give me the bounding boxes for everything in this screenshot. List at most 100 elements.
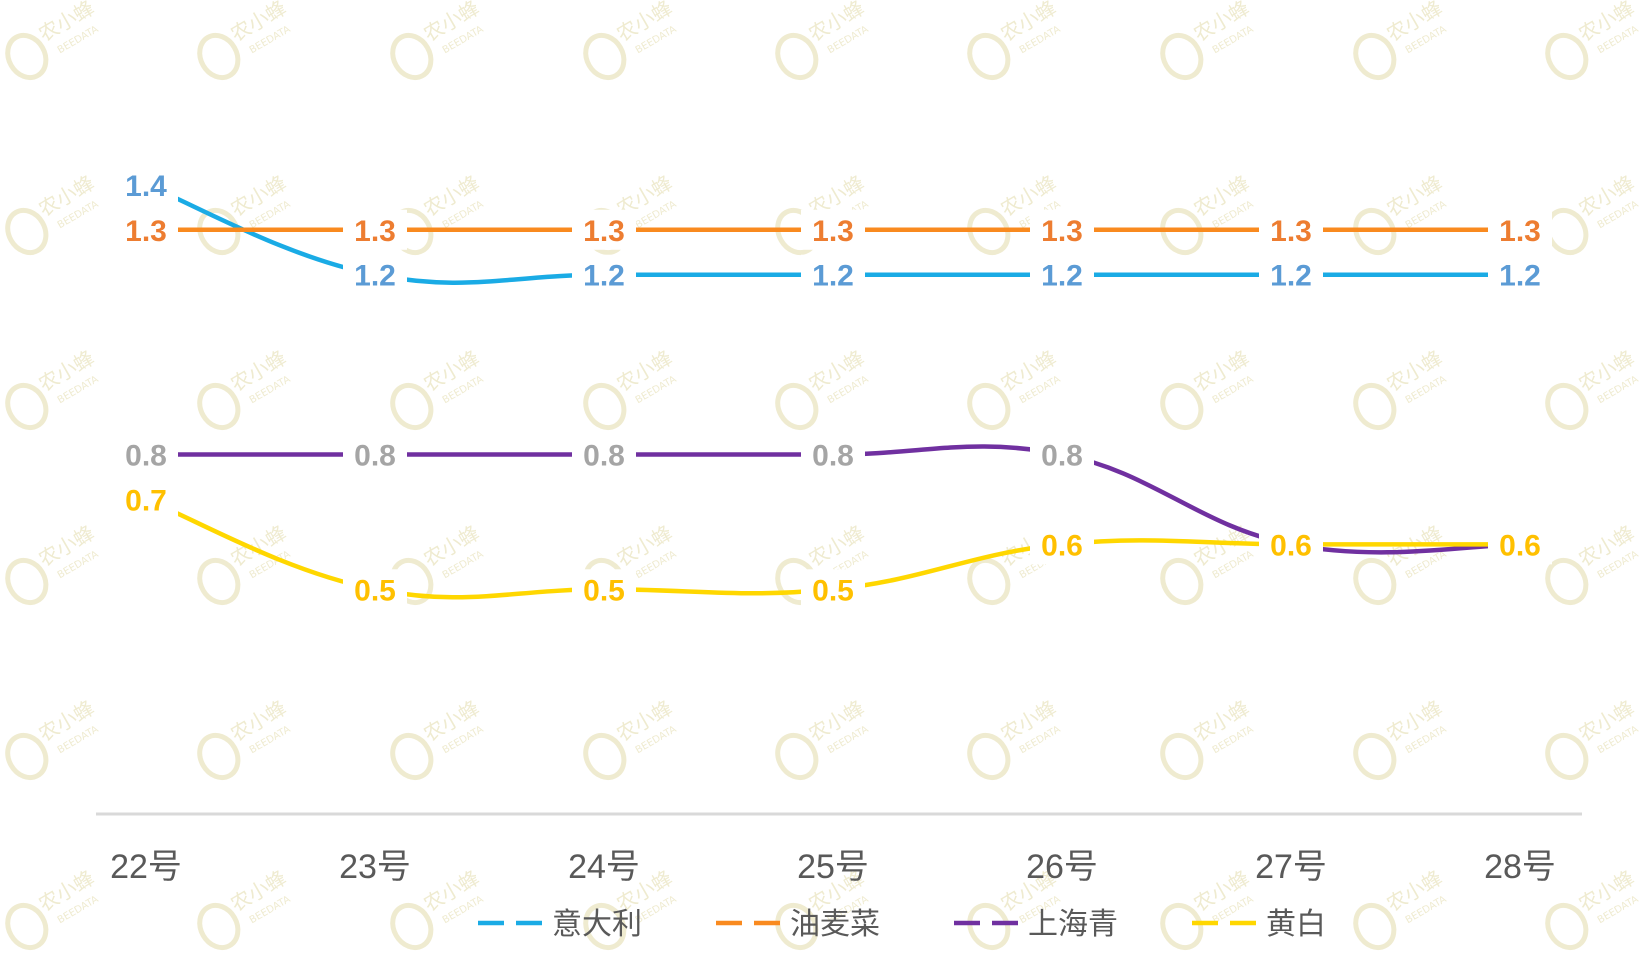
x-tick-label-3: 25号 bbox=[797, 848, 869, 886]
x-tick-label-5: 27号 bbox=[1255, 848, 1327, 886]
data-label-bg bbox=[343, 254, 407, 295]
data-label-0-5: 1.2 bbox=[1270, 260, 1312, 293]
data-label-bg bbox=[114, 479, 178, 520]
legend-label-2: 上海青 bbox=[1028, 907, 1118, 942]
data-label-bg bbox=[1259, 209, 1323, 250]
data-label-0-0: 1.4 bbox=[125, 170, 167, 203]
data-label-2-3: 0.8 bbox=[812, 439, 854, 472]
data-label-bg bbox=[343, 209, 407, 250]
data-label-bg bbox=[114, 209, 178, 250]
data-labels: 1.4 1.2 1.2 1.2 1.2 1.2 1.2 1.3 1.3 1.3 1.3 1.3 1.3 1… bbox=[114, 164, 1552, 610]
data-label-1-6: 1.3 bbox=[1499, 215, 1541, 248]
data-label-bg bbox=[1030, 209, 1094, 250]
data-label-bg bbox=[114, 164, 178, 205]
data-label-0-6: 1.2 bbox=[1499, 260, 1541, 293]
data-label-bg bbox=[801, 434, 865, 475]
x-tick-labels: 22号 23号 24号 25号 26号 27号 28号 bbox=[110, 848, 1556, 886]
data-label-bg bbox=[1259, 524, 1323, 565]
legend-item-0: 意大利 bbox=[478, 907, 642, 942]
data-label-bg bbox=[1488, 254, 1552, 295]
data-label-3-2: 0.5 bbox=[583, 574, 625, 607]
x-tick-label-2: 24号 bbox=[568, 848, 640, 886]
data-label-bg bbox=[801, 569, 865, 610]
legend-label-1: 油麦菜 bbox=[790, 907, 880, 942]
data-label-3-3: 0.5 bbox=[812, 574, 854, 607]
data-label-bg bbox=[1030, 254, 1094, 295]
data-label-3-1: 0.5 bbox=[354, 574, 396, 607]
legend-label-0: 意大利 bbox=[552, 907, 642, 942]
legend-item-3: 黄白 bbox=[1192, 907, 1326, 942]
data-label-1-1: 1.3 bbox=[354, 215, 396, 248]
legend: 意大利 油麦菜 上海青 黄白 bbox=[478, 907, 1326, 942]
data-label-0-3: 1.2 bbox=[812, 260, 854, 293]
data-label-bg bbox=[114, 434, 178, 475]
data-label-0-4: 1.2 bbox=[1041, 260, 1083, 293]
data-label-2-1: 0.8 bbox=[354, 439, 396, 472]
data-label-0-1: 1.2 bbox=[354, 260, 396, 293]
data-label-2-4: 0.8 bbox=[1041, 439, 1083, 472]
data-label-3-5: 0.6 bbox=[1270, 529, 1312, 562]
x-tick-label-0: 22号 bbox=[110, 848, 182, 886]
data-label-bg bbox=[572, 569, 636, 610]
data-label-3-6: 0.6 bbox=[1499, 529, 1541, 562]
x-tick-label-4: 26号 bbox=[1026, 848, 1098, 886]
data-label-bg bbox=[1259, 254, 1323, 295]
legend-item-2: 上海青 bbox=[954, 907, 1118, 942]
legend-label-3: 黄白 bbox=[1266, 907, 1326, 942]
data-label-1-0: 1.3 bbox=[125, 215, 167, 248]
data-label-bg bbox=[1488, 209, 1552, 250]
data-label-3-0: 0.7 bbox=[125, 484, 167, 517]
data-label-bg bbox=[343, 569, 407, 610]
data-label-2-2: 0.8 bbox=[583, 439, 625, 472]
x-tick-label-6: 28号 bbox=[1484, 848, 1556, 886]
data-label-1-3: 1.3 bbox=[812, 215, 854, 248]
legend-item-1: 油麦菜 bbox=[716, 907, 880, 942]
data-label-bg bbox=[801, 209, 865, 250]
data-label-bg bbox=[572, 434, 636, 475]
data-label-bg bbox=[1030, 434, 1094, 475]
data-label-bg bbox=[1488, 524, 1552, 565]
data-label-3-4: 0.6 bbox=[1041, 529, 1083, 562]
data-label-bg bbox=[801, 254, 865, 295]
data-label-0-2: 1.2 bbox=[583, 260, 625, 293]
